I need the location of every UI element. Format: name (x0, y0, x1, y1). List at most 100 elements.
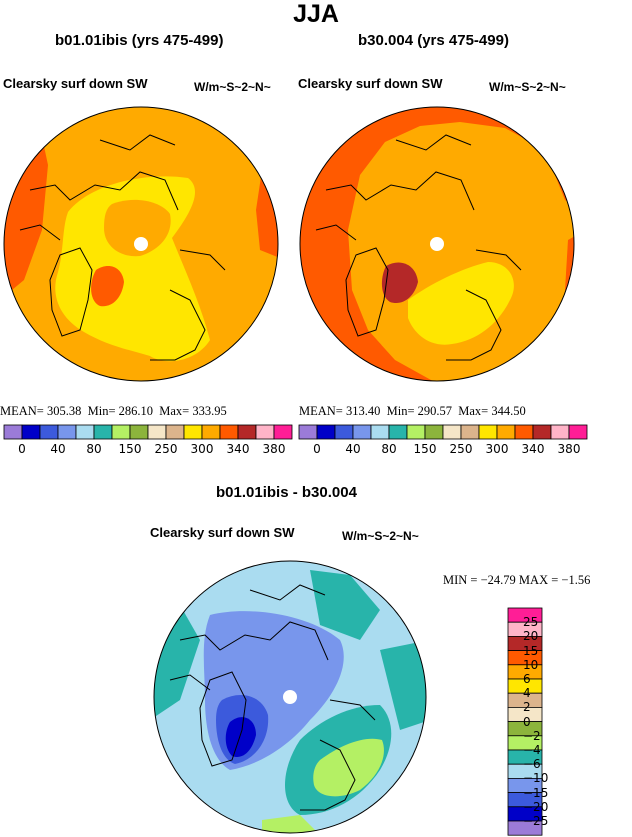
colorbar-swatch (424, 424, 444, 440)
panel-3-variable-label: Clearsky surf down SW (150, 525, 295, 540)
colorbar-tick-label: 380 (262, 442, 286, 456)
coastlines (169, 584, 376, 811)
field-level-340-360 (91, 266, 124, 307)
colorbar-tick-label: 80 (86, 442, 102, 456)
coastline-greenland (345, 247, 389, 337)
colorbar-swatch (514, 424, 534, 440)
colorbar-swatch (75, 424, 95, 440)
field-level-neg4-neg2 (262, 815, 320, 833)
panel-2-title: b30.004 (yrs 475-499) (358, 32, 509, 49)
min-value: −24.79 (480, 573, 516, 587)
max-value: 344.50 (491, 404, 526, 418)
coastlines (19, 134, 226, 361)
field-level-neg6-neg4 (310, 570, 380, 640)
colorbar-tick-label: 2 (523, 700, 531, 715)
colorbar-tick-label: 15 (523, 643, 539, 658)
figure-title: JJA (293, 0, 339, 28)
colorbar-tick-label: −15 (523, 785, 549, 800)
panel-1-variable-label: Clearsky surf down SW (3, 76, 148, 91)
max-label: Max= (458, 404, 489, 418)
colorbar-swatch (334, 424, 354, 440)
max-value: −1.56 (561, 573, 591, 587)
panel-3-map-border (153, 560, 427, 834)
colorbar-swatch (496, 424, 516, 440)
coastline-greenland (199, 671, 247, 767)
colorbar-swatch (507, 820, 543, 836)
field-level-300-320 (55, 176, 211, 362)
colorbar-tick-label: 300 (190, 442, 214, 456)
min-value: 286.10 (118, 404, 153, 418)
colorbar-tick-label: −4 (523, 743, 541, 757)
coastline-greenland (49, 247, 93, 337)
colorbar-tick-label: −2 (523, 728, 541, 743)
min-label: Min= (87, 404, 116, 418)
colorbar-tick-label: 250 (449, 442, 473, 456)
panel-2-variable-label: Clearsky surf down SW (298, 76, 443, 91)
panel-1-stats: MEAN= 305.38 Min= 286.10 Max= 333.95 (0, 404, 227, 419)
colorbar-tick-label: −6 (523, 757, 541, 772)
colorbar-tick-label: 40 (50, 442, 66, 456)
min-value: 290.57 (417, 404, 452, 418)
mean-label: MEAN= (299, 404, 343, 418)
panel-1-map (3, 106, 279, 382)
field-level-340-360 (256, 160, 278, 262)
colorbar-swatch (111, 424, 131, 440)
colorbar-swatch (237, 424, 257, 440)
panel-3-stats: MIN = −24.79 MAX = −1.56 (443, 573, 590, 588)
colorbar-swatch (532, 424, 552, 440)
panel-2-map (299, 106, 575, 382)
colorbar-swatch (219, 424, 239, 440)
min-label: MIN = (443, 573, 478, 587)
colorbar-swatch (370, 424, 390, 440)
max-label: MAX = (518, 573, 559, 587)
colorbar-swatch (550, 424, 570, 440)
colorbar-tick-label: 10 (523, 657, 539, 672)
pole-mask (134, 237, 148, 251)
colorbar-tick-label: 25 (523, 615, 539, 630)
colorbar-swatch (39, 424, 59, 440)
panel-2-stats: MEAN= 313.40 Min= 290.57 Max= 344.50 (299, 404, 526, 419)
panel-1-map-border (3, 106, 279, 382)
panel-2-colorbar (298, 424, 588, 440)
colorbar-tick-label: 300 (485, 442, 509, 456)
field-level-320-340 (104, 199, 171, 257)
mean-label: MEAN= (0, 404, 44, 418)
min-label: Min= (386, 404, 415, 418)
colorbar-tick-label: 380 (557, 442, 581, 456)
colorbar-tick-label: 40 (345, 442, 361, 456)
colorbar-tick-label: −20 (523, 799, 549, 814)
coastlines (315, 134, 522, 361)
colorbar-tick-label: −10 (523, 771, 549, 786)
colorbar-swatch (568, 424, 588, 440)
mean-value: 313.40 (345, 404, 381, 418)
colorbar-swatch (255, 424, 275, 440)
colorbar-swatch (460, 424, 480, 440)
panel-1-colorbar (3, 424, 293, 440)
colorbar-swatch (273, 424, 293, 440)
mean-value: 305.38 (46, 404, 82, 418)
pole-mask (430, 237, 444, 251)
colorbar-swatch (388, 424, 408, 440)
field-level-340-360 (565, 230, 574, 300)
panel-1-units-label: W/m~S~2~N~ (194, 80, 271, 94)
colorbar-tick-label: −25 (523, 814, 549, 828)
colorbar-swatch (93, 424, 113, 440)
colorbar-swatch (129, 424, 149, 440)
colorbar-tick-label: 0 (523, 714, 531, 729)
panel-3-units-label: W/m~S~2~N~ (342, 529, 419, 543)
colorbar-tick-label: 250 (154, 442, 178, 456)
colorbar-swatch (316, 424, 336, 440)
panel-3-map (153, 560, 427, 834)
colorbar-swatch (3, 424, 23, 440)
colorbar-tick-label: 80 (381, 442, 397, 456)
colorbar-swatch (201, 424, 221, 440)
colorbar-swatch (21, 424, 41, 440)
colorbar-tick-label: 20 (523, 629, 539, 644)
colorbar-tick-label: 4 (523, 686, 531, 701)
colorbar-swatch (352, 424, 372, 440)
field-level-300-320 (408, 262, 514, 345)
colorbar-tick-label: 150 (118, 442, 142, 456)
colorbar-swatch (442, 424, 462, 440)
colorbar-tick-label: 340 (226, 442, 250, 456)
